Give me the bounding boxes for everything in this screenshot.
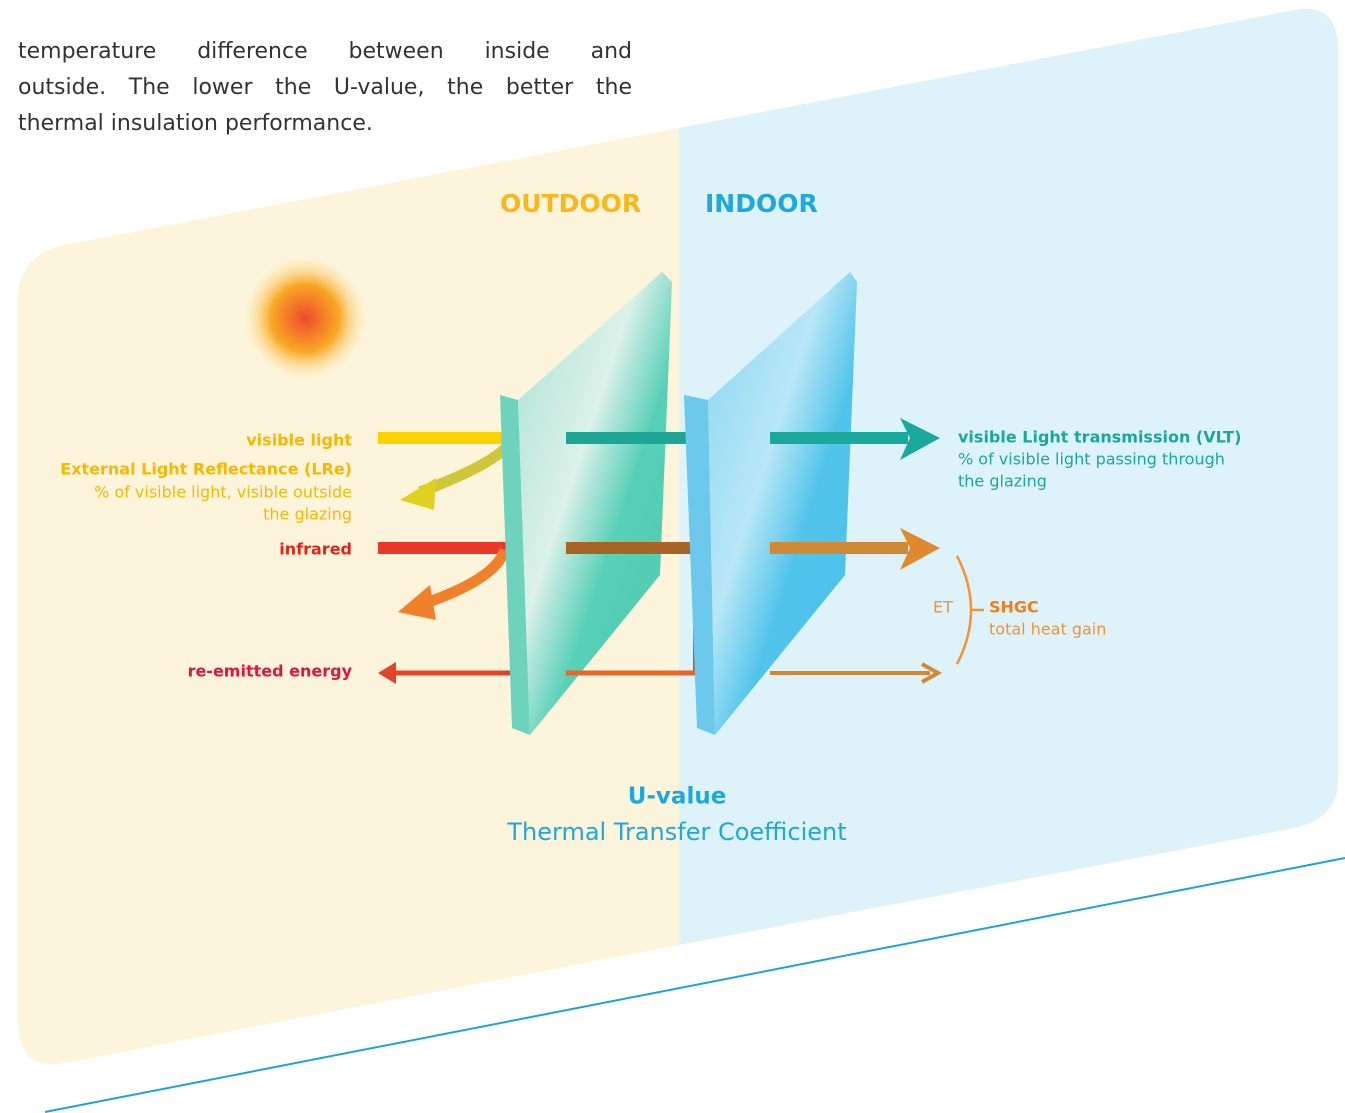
diagram: OUTDOOR INDOOR visible light External Li… <box>0 0 1345 1113</box>
lre-desc: % of visible light, visible outside <box>94 483 352 502</box>
et-label: ET <box>933 598 953 617</box>
indoor-label: INDOOR <box>705 189 818 218</box>
uvalue-title: U-value <box>628 784 727 810</box>
outdoor-label: OUTDOOR <box>500 189 641 218</box>
page: temperature difference between inside an… <box>0 0 1345 1113</box>
lre-desc: the glazing <box>263 505 352 524</box>
infrared-label: infrared <box>279 540 352 559</box>
reemitted-label: re-emitted energy <box>188 662 353 681</box>
visible-light-label: visible light <box>246 431 352 450</box>
vlt-desc: the glazing <box>958 472 1047 491</box>
sun <box>243 256 367 380</box>
uvalue-subtitle: Thermal Transfer Coefficient <box>506 818 846 846</box>
vlt-title: visible Light transmission (VLT) <box>958 428 1241 447</box>
lre-title: External Light Reflectance (LRe) <box>60 460 352 479</box>
shgc-desc: total heat gain <box>989 620 1106 639</box>
shgc-title: SHGC <box>989 598 1039 617</box>
vlt-desc: % of visible light passing through <box>958 450 1225 469</box>
